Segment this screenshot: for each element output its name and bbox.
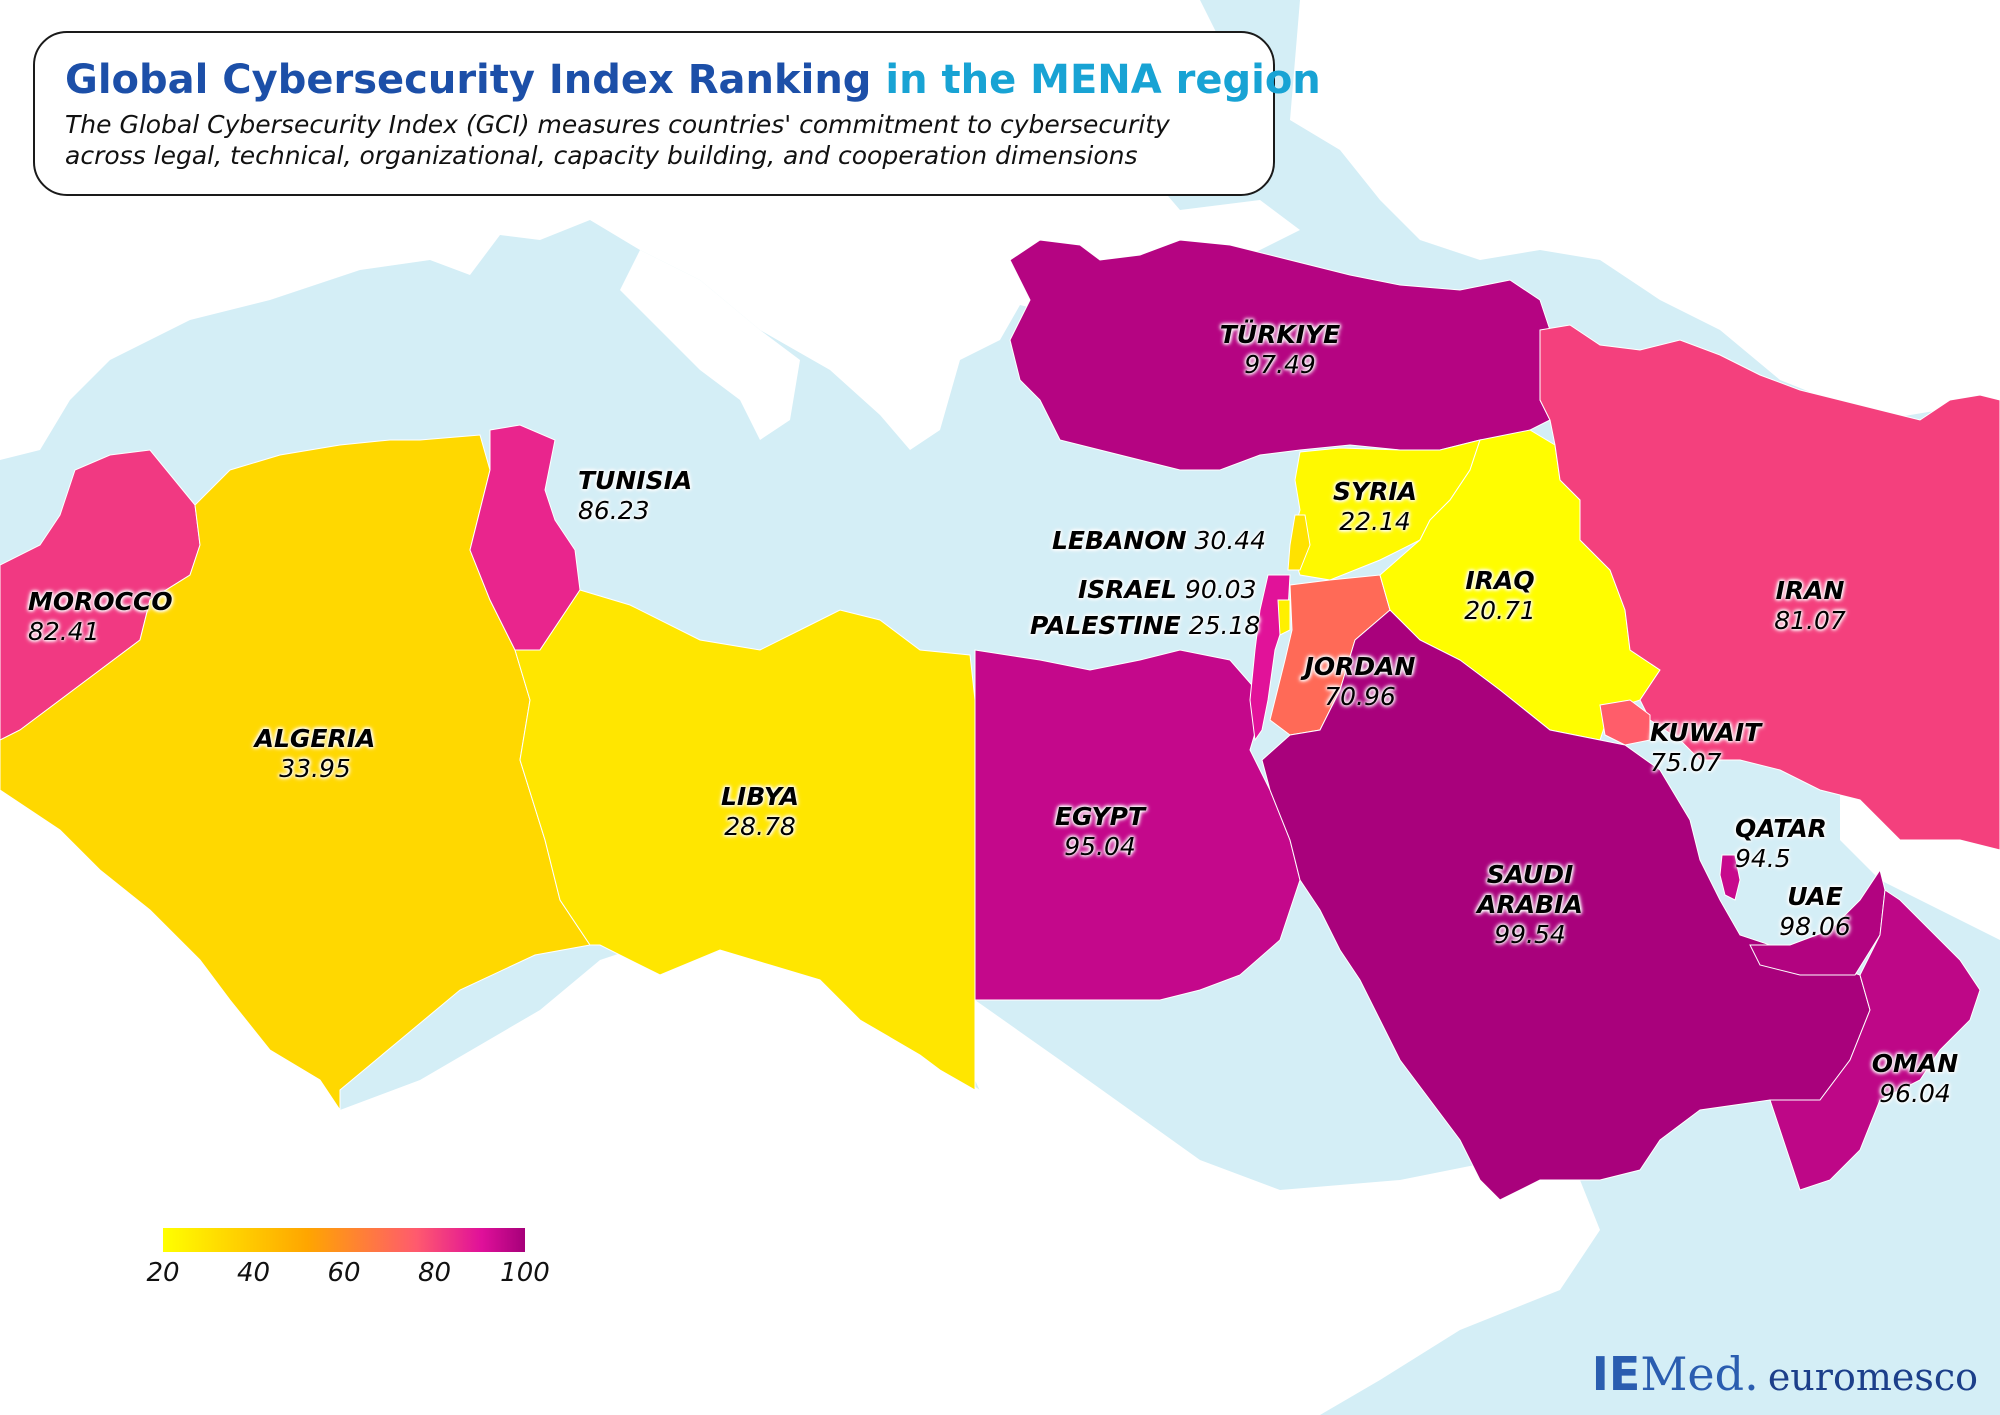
country-name: TUNISIA xyxy=(578,466,693,495)
legend: 20 40 60 80 100 xyxy=(146,1228,550,1288)
country-value: 96.04 xyxy=(1879,1079,1951,1108)
country-value: 22.14 xyxy=(1339,507,1411,536)
label-iraq: IRAQ 20.71 xyxy=(1440,566,1560,626)
label-iran: IRAN 81.07 xyxy=(1750,576,1870,636)
subtitle: The Global Cybersecurity Index (GCI) mea… xyxy=(65,109,1243,171)
legend-tick: 40 xyxy=(236,1258,271,1288)
country-value: 70.96 xyxy=(1324,682,1396,711)
label-qatar: QATAR 94.5 xyxy=(1735,814,1835,874)
label-oman: OMAN 96.04 xyxy=(1860,1049,1970,1109)
country-name: PALESTINE xyxy=(1030,611,1181,640)
legend-tick: 20 xyxy=(146,1258,180,1288)
title-main: Global Cybersecurity Index Ranking xyxy=(65,57,872,103)
subtitle-line-1: The Global Cybersecurity Index (GCI) mea… xyxy=(65,110,1170,139)
country-value: 25.18 xyxy=(1188,611,1261,640)
country-name: EGYPT xyxy=(1054,802,1146,831)
country-name: UAE xyxy=(1787,882,1843,911)
country-oman[interactable] xyxy=(1769,889,1981,1191)
country-value: 99.54 xyxy=(1494,920,1566,949)
legend-tick: 100 xyxy=(500,1258,550,1288)
country-value: 86.23 xyxy=(578,496,650,525)
country-value: 90.03 xyxy=(1184,575,1257,604)
title: Global Cybersecurity Index Ranking in th… xyxy=(65,55,1321,105)
country-name: JORDAN xyxy=(1304,652,1416,681)
legend-ticks: 20 40 60 80 100 xyxy=(146,1258,549,1288)
label-lebanon: LEBANON 30.44 xyxy=(1052,526,1266,556)
logo-euromesco: euromesco xyxy=(1767,1355,1978,1399)
italy-land xyxy=(620,250,800,440)
country-value: 20.71 xyxy=(1464,596,1536,625)
country-lebanon[interactable] xyxy=(1287,514,1311,571)
label-jordan: JORDAN 70.96 xyxy=(1290,652,1430,712)
label-egypt: EGYPT 95.04 xyxy=(1030,802,1170,862)
country-value: 97.49 xyxy=(1244,350,1316,379)
logo-ie: IE xyxy=(1591,1347,1641,1401)
label-uae: UAE 98.06 xyxy=(1770,882,1860,942)
country-name: MOROCCO xyxy=(28,587,173,616)
logo-med: Med. xyxy=(1640,1347,1759,1401)
country-value: 94.5 xyxy=(1735,844,1791,873)
country-value: 81.07 xyxy=(1774,606,1846,635)
country-name: LIBYA xyxy=(721,782,799,811)
countries xyxy=(0,239,2000,1201)
country-name: LEBANON xyxy=(1052,526,1187,555)
label-morocco: MOROCCO 82.41 xyxy=(28,587,188,647)
country-name: ISRAEL xyxy=(1078,575,1177,604)
label-libya: LIBYA 28.78 xyxy=(690,782,830,842)
country-name: SAUDI ARABIA xyxy=(1477,860,1583,919)
country-value: 75.07 xyxy=(1650,748,1722,777)
country-value: 30.44 xyxy=(1194,526,1267,555)
country-qatar[interactable] xyxy=(1719,854,1741,901)
title-box: Global Cybersecurity Index Ranking in th… xyxy=(33,31,1321,196)
label-syria: SYRIA 22.14 xyxy=(1310,477,1440,537)
country-palestine[interactable] xyxy=(1277,599,1291,636)
legend-tick: 60 xyxy=(327,1258,361,1288)
label-tunisia: TUNISIA 86.23 xyxy=(578,466,698,526)
label-israel: ISRAEL 90.03 xyxy=(1078,575,1257,605)
label-palestine: PALESTINE 25.18 xyxy=(1030,611,1260,641)
label-kuwait: KUWAIT 75.07 xyxy=(1650,718,1780,778)
country-value: 33.95 xyxy=(279,754,351,783)
country-value: 82.41 xyxy=(28,617,100,646)
country-name: QATAR xyxy=(1735,814,1827,843)
country-value: 95.04 xyxy=(1064,832,1136,861)
country-kuwait[interactable] xyxy=(1599,699,1651,746)
country-name: IRAQ xyxy=(1465,566,1535,595)
label-algeria: ALGERIA 33.95 xyxy=(240,724,390,784)
legend-tick: 80 xyxy=(417,1258,452,1288)
country-value: 98.06 xyxy=(1779,912,1851,941)
caucasus-land xyxy=(1290,0,2000,420)
country-name: KUWAIT xyxy=(1650,718,1762,747)
subtitle-line-2: across legal, technical, organizational,… xyxy=(65,141,1138,170)
country-value: 28.78 xyxy=(724,812,796,841)
country-name: TÜRKIYE xyxy=(1219,320,1341,349)
horn-africa-land xyxy=(975,1000,1600,1415)
label-turkiye: TÜRKIYE 97.49 xyxy=(1205,320,1355,380)
country-libya[interactable] xyxy=(514,589,976,1091)
country-name: SYRIA xyxy=(1332,477,1417,506)
title-accent: in the MENA region xyxy=(885,57,1321,103)
country-name: ALGERIA xyxy=(254,724,376,753)
legend-gradient-bar xyxy=(163,1228,525,1252)
iemed-euromesco-logo: IEMed. euromesco xyxy=(1592,1347,1978,1401)
country-iran[interactable] xyxy=(1539,324,2000,851)
country-name: IRAN xyxy=(1775,576,1845,605)
country-algeria[interactable] xyxy=(0,434,591,1112)
label-saudi: SAUDI ARABIA 99.54 xyxy=(1460,860,1600,950)
country-name: OMAN xyxy=(1871,1049,1959,1078)
